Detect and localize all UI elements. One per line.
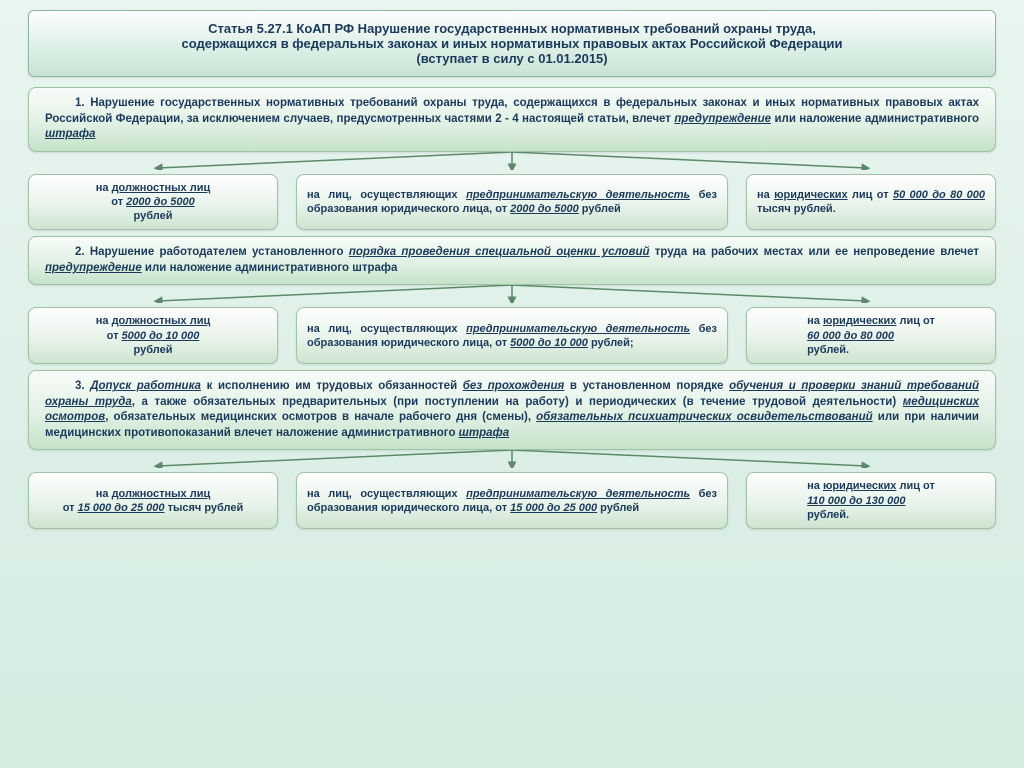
section-2: 2. Нарушение работодателем установленног… (28, 236, 996, 364)
s1-legal-entities: на юридических лиц от 50 000 до 80 000 т… (746, 174, 996, 231)
arrows-2 (28, 285, 996, 303)
section-2-text: 2. Нарушение работодателем установленног… (28, 236, 996, 285)
s1-officials: на должностных лицот 2000 до 5000рублей (28, 174, 278, 231)
s2-entrepreneurs: на лиц, осуществляющих предпринимательск… (296, 307, 728, 364)
s3-officials: на должностных лицот 15 000 до 25 000 ты… (28, 472, 278, 529)
section-1-fines: на должностных лицот 2000 до 5000рублей … (28, 174, 996, 231)
s2-legal-entities: на юридических лиц от 60 000 до 80 000ру… (746, 307, 996, 364)
arrows-1 (28, 152, 996, 170)
header-line1: Статья 5.27.1 КоАП РФ Нарушение государс… (208, 21, 816, 36)
header-line3: (вступает в силу с 01.01.2015) (416, 51, 607, 66)
s2-officials: на должностных лицот 5000 до 10 000рубле… (28, 307, 278, 364)
section-3: 3. Допуск работника к исполнению им труд… (28, 370, 996, 529)
header-title: Статья 5.27.1 КоАП РФ Нарушение государс… (28, 10, 996, 77)
section-2-fines: на должностных лицот 5000 до 10 000рубле… (28, 307, 996, 364)
section-3-fines: на должностных лицот 15 000 до 25 000 ты… (28, 472, 996, 529)
s3-legal-entities: на юридических лиц от 110 000 до 130 000… (746, 472, 996, 529)
section-1: 1. Нарушение государственных нормативных… (28, 87, 996, 230)
header-line2: содержащихся в федеральных законах и ины… (182, 36, 843, 51)
s3-entrepreneurs: на лиц, осуществляющих предпринимательск… (296, 472, 728, 529)
section-1-text: 1. Нарушение государственных нормативных… (28, 87, 996, 152)
s1-entrepreneurs: на лиц, осуществляющих предпринимательск… (296, 174, 728, 231)
section-3-text: 3. Допуск работника к исполнению им труд… (28, 370, 996, 450)
arrows-3 (28, 450, 996, 468)
